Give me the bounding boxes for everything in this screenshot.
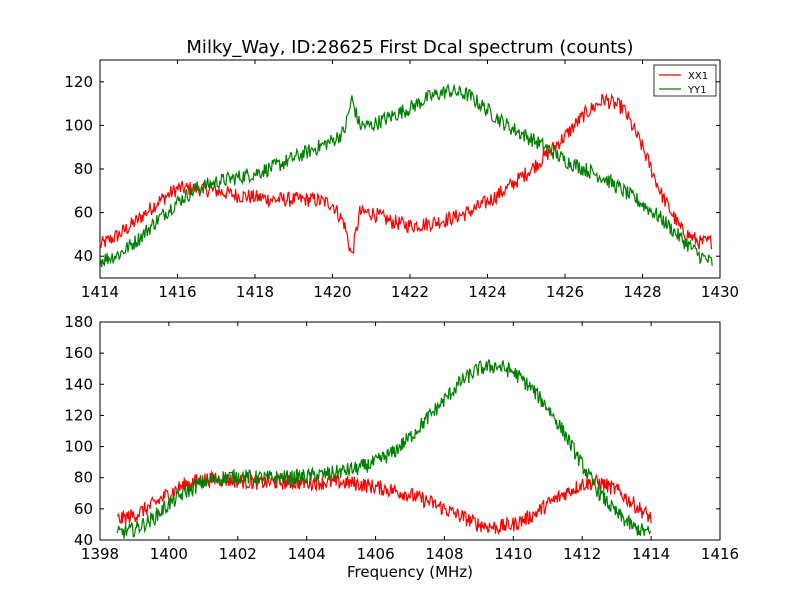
bottom-x-tick-label: 1402 bbox=[219, 545, 257, 563]
bottom-series-yy1-line bbox=[116, 359, 652, 539]
bottom-y-tick-label: 140 bbox=[64, 375, 93, 393]
top-series-xx1-line bbox=[99, 93, 713, 255]
bottom-axes-frame bbox=[99, 321, 721, 541]
top-legend-box bbox=[653, 64, 717, 97]
top-legend-label-yy1: YY1 bbox=[687, 85, 707, 96]
bottom-x-tick-label: 1406 bbox=[356, 545, 394, 563]
bottom-x-tick-label: 1410 bbox=[494, 545, 532, 563]
top-spectrum-plot: 1414 1416 1418 1420 1422 1424 1426 1428 1430 40 60… bbox=[64, 59, 739, 301]
top-x-tick-label: 1430 bbox=[701, 283, 739, 301]
bottom-y-tick-label: 180 bbox=[64, 313, 93, 331]
top-legend-label-xx1: XX1 bbox=[688, 71, 708, 82]
top-series-yy1-line bbox=[99, 83, 713, 268]
top-y-tick-label: 80 bbox=[74, 160, 93, 178]
top-y-tick-label: 120 bbox=[64, 73, 93, 91]
bottom-spectrum-plot: 1398 1400 1402 1404 1406 1408 1410 1412 1414 1416… bbox=[64, 313, 739, 563]
bottom-y-tick-label: 60 bbox=[74, 500, 93, 518]
top-x-tick-label: 1418 bbox=[236, 283, 274, 301]
top-y-tick-label: 100 bbox=[64, 116, 93, 134]
bottom-x-tick-label: 1398 bbox=[81, 545, 119, 563]
top-x-tick-label: 1424 bbox=[468, 283, 506, 301]
top-x-tick-label: 1420 bbox=[313, 283, 351, 301]
top-x-tick-label: 1416 bbox=[158, 283, 196, 301]
bottom-x-tick-label: 1404 bbox=[288, 545, 326, 563]
top-x-tick-label: 1426 bbox=[546, 283, 584, 301]
top-chart-title: Milky_Way, ID:28625 First Dcal spectrum … bbox=[186, 37, 633, 58]
bottom-chart-x-axis-label: Frequency (MHz) bbox=[347, 563, 473, 581]
top-x-tick-label: 1428 bbox=[623, 283, 661, 301]
bottom-y-tick-label: 80 bbox=[74, 469, 93, 487]
top-x-tick-label: 1422 bbox=[391, 283, 429, 301]
bottom-y-tick-label: 100 bbox=[64, 438, 93, 456]
bottom-y-tick-label: 40 bbox=[74, 531, 93, 549]
bottom-x-tick-label: 1414 bbox=[632, 545, 670, 563]
top-x-tick-label: 1414 bbox=[81, 283, 119, 301]
bottom-x-tick-label: 1408 bbox=[425, 545, 463, 563]
top-y-tick-label: 60 bbox=[74, 204, 93, 222]
bottom-y-tick-label: 160 bbox=[64, 344, 93, 362]
bottom-x-tick-label: 1412 bbox=[563, 545, 601, 563]
bottom-x-tick-label: 1400 bbox=[150, 545, 188, 563]
top-y-tick-label: 40 bbox=[74, 247, 93, 265]
bottom-y-tick-label: 120 bbox=[64, 406, 93, 424]
bottom-x-tick-label: 1416 bbox=[701, 545, 739, 563]
